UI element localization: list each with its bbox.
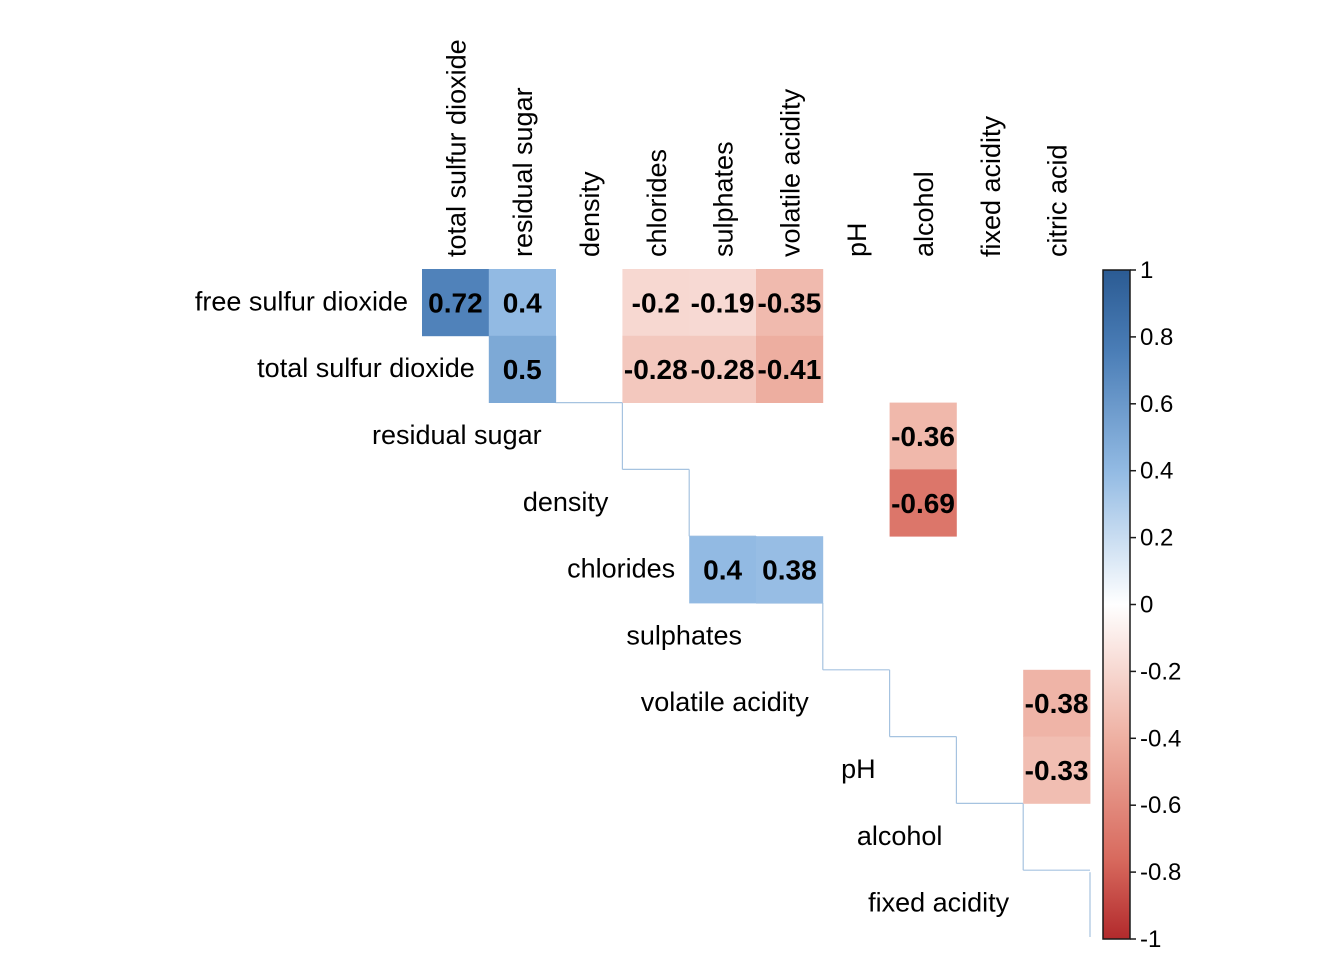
column-label-chlorides: chlorides xyxy=(642,149,672,257)
cell-value-label: -0.19 xyxy=(691,287,755,318)
cell-value-label: 0.5 xyxy=(503,354,542,385)
colorbar-tick-label: 0.6 xyxy=(1140,391,1173,418)
cell-free-sulfur-dioxide-x-chlorides: -0.2 xyxy=(622,269,690,337)
cell-total-sulfur-dioxide-x-sulphates: -0.28 xyxy=(689,335,757,403)
row-label-chlorides: chlorides xyxy=(567,554,675,584)
colorbar-tick-label: -0.6 xyxy=(1140,792,1181,819)
cell-total-sulfur-dioxide-x-volatile-acidity: -0.41 xyxy=(756,335,824,403)
cell-ph-x-citric-acid: -0.33 xyxy=(1023,736,1091,804)
colorbar-tick-label: -0.4 xyxy=(1140,725,1181,752)
row-label-total-sulfur-dioxide: total sulfur dioxide xyxy=(257,353,475,383)
colorbar-tick-label: 0.2 xyxy=(1140,525,1173,552)
cell-value-label: 0.72 xyxy=(428,287,483,318)
colorbar-gradient xyxy=(1102,269,1131,940)
cell-free-sulfur-dioxide-x-residual-sugar: 0.4 xyxy=(488,269,556,337)
row-labels: free sulfur dioxide total sulfur dioxide r… xyxy=(195,286,1010,917)
cell-fill xyxy=(622,335,690,403)
cell-value-label: -0.38 xyxy=(1025,688,1089,719)
cell-fill xyxy=(622,269,690,337)
colorbar-tick-label: 0.4 xyxy=(1140,458,1173,485)
cell-total-sulfur-dioxide-x-residual-sugar: 0.5 xyxy=(488,335,556,403)
cell-chlorides-x-volatile-acidity: 0.38 xyxy=(756,536,824,604)
cell-fill xyxy=(488,269,556,337)
column-label-sulphates: sulphates xyxy=(709,141,739,257)
cell-free-sulfur-dioxide-x-sulphates: -0.19 xyxy=(689,269,757,337)
cell-density-x-alcohol: -0.69 xyxy=(889,469,957,537)
cell-value-label: -0.41 xyxy=(757,354,821,385)
cell-fill xyxy=(488,335,556,403)
colorbar-tick-label: 0.8 xyxy=(1140,324,1173,351)
cell-value-label: -0.33 xyxy=(1025,755,1089,786)
colorbar-tick-label: -0.8 xyxy=(1140,859,1181,886)
cell-fill xyxy=(1023,669,1091,737)
row-label-fixed-acidity: fixed acidity xyxy=(868,888,1010,918)
column-label-fixed-acidity: fixed acidity xyxy=(976,115,1006,257)
colorbar-tick-label: -0.2 xyxy=(1140,658,1181,685)
cell-fill xyxy=(689,335,757,403)
column-label-alcohol: alcohol xyxy=(909,171,939,257)
cell-fill xyxy=(422,269,490,337)
column-label-total-sulfur-dioxide: total sulfur dioxide xyxy=(441,39,471,257)
cell-fill xyxy=(756,269,824,337)
row-label-residual-sugar: residual sugar xyxy=(372,420,542,450)
colorbar-tick-label: 1 xyxy=(1140,257,1153,284)
cell-value-label: -0.69 xyxy=(891,488,955,519)
column-label-ph: pH xyxy=(842,222,872,257)
cell-value-label: -0.35 xyxy=(757,287,821,318)
cell-residual-sugar-x-alcohol: -0.36 xyxy=(889,402,957,470)
cell-free-sulfur-dioxide-x-total-sulfur-dioxide: 0.72 xyxy=(422,269,490,337)
row-label-volatile-acidity: volatile acidity xyxy=(641,687,810,717)
cell-total-sulfur-dioxide-x-chlorides: -0.28 xyxy=(622,335,690,403)
cell-value-label: -0.2 xyxy=(632,287,680,318)
cell-fill xyxy=(756,335,824,403)
column-label-density: density xyxy=(575,171,605,257)
row-label-density: density xyxy=(523,487,609,517)
row-label-alcohol: alcohol xyxy=(857,821,943,851)
cell-value-label: -0.28 xyxy=(691,354,755,385)
column-label-citric-acid: citric acid xyxy=(1043,144,1073,257)
colorbar-tick-label: -1 xyxy=(1140,926,1161,953)
column-labels: total sulfur dioxide residual sugar densit… xyxy=(441,39,1072,257)
row-label-sulphates: sulphates xyxy=(626,620,742,650)
cell-value-label: 0.38 xyxy=(762,555,817,586)
cell-value-label: -0.36 xyxy=(891,421,955,452)
cell-fill xyxy=(889,469,957,537)
cell-free-sulfur-dioxide-x-volatile-acidity: -0.35 xyxy=(756,269,824,337)
cell-volatile-acidity-x-citric-acid: -0.38 xyxy=(1023,669,1091,737)
cell-fill xyxy=(689,536,757,604)
colorbar-tick-label: 0 xyxy=(1140,592,1153,619)
cell-fill xyxy=(689,269,757,337)
cell-chlorides-x-sulphates: 0.4 xyxy=(689,536,757,604)
cell-fill xyxy=(756,536,824,604)
row-label-ph: pH xyxy=(841,754,876,784)
cell-fill xyxy=(889,402,957,470)
row-label-free-sulfur-dioxide: free sulfur dioxide xyxy=(195,286,408,316)
cell-fill xyxy=(1023,736,1091,804)
cell-value-label: 0.4 xyxy=(503,287,542,318)
heatmap-cells: 0.72 0.4 -0.2 -0.19 -0.350.5 -0.28 -0.28 -0.41-… xyxy=(422,269,1091,804)
cell-value-label: 0.4 xyxy=(703,555,742,586)
colorbar: 1 0.8 0.6 0.4 0.2 0 -0.2 -0.4 -0.6 -0.8 -1 xyxy=(1102,257,1181,953)
column-label-residual-sugar: residual sugar xyxy=(508,87,538,257)
column-label-volatile-acidity: volatile acidity xyxy=(775,88,805,257)
cell-value-label: -0.28 xyxy=(624,354,688,385)
